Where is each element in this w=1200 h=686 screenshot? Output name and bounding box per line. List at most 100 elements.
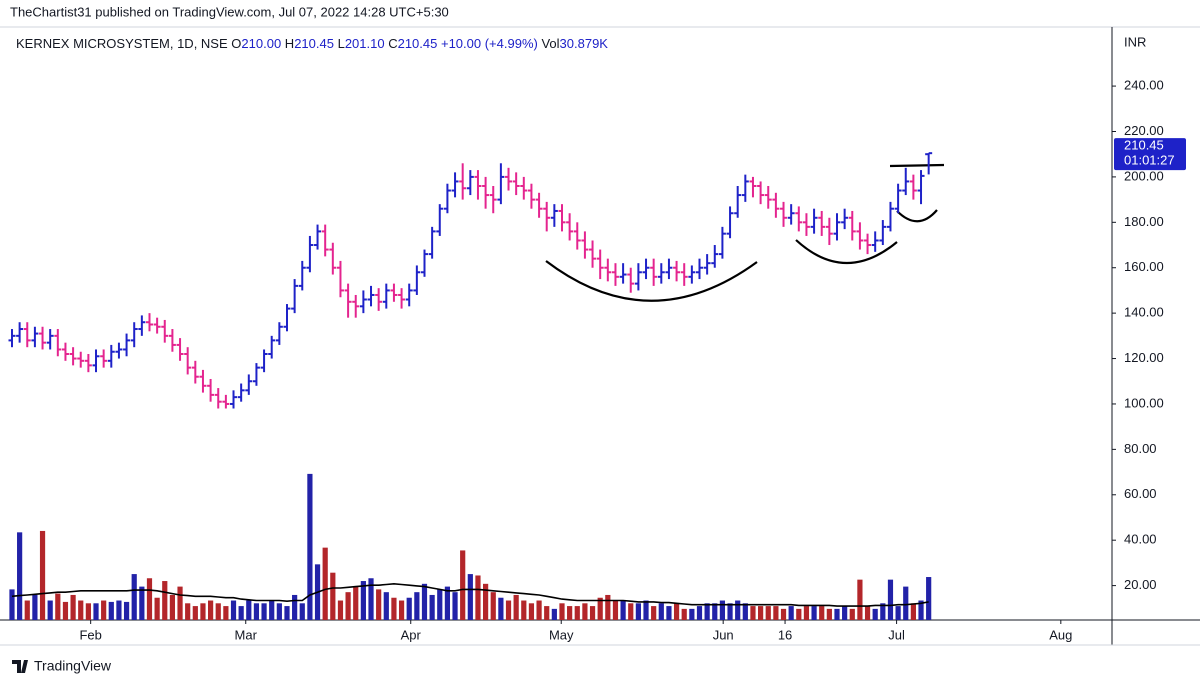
legend-text: KERNEX MICROSYSTEM, 1D, NSE O210.00 H210… <box>16 36 608 51</box>
volume-bar <box>154 597 160 620</box>
header-text: TheChartist31 published on TradingView.c… <box>10 4 449 19</box>
y-tick-label: 120.00 <box>1124 350 1164 365</box>
y-tick-label: 100.00 <box>1124 395 1164 410</box>
volume-bar <box>528 603 535 620</box>
volume-bar <box>230 600 237 620</box>
last-price-box <box>1114 138 1186 171</box>
volume-bar <box>24 600 30 620</box>
volume-bar <box>467 574 473 620</box>
volume-bar <box>353 586 359 620</box>
currency: INR <box>1124 34 1146 49</box>
cup-arc <box>795 239 898 265</box>
legend: KERNEX MICROSYSTEM, 1D, NSE O210.00 H210… <box>16 36 608 51</box>
volume-bar <box>826 608 832 620</box>
volume-bar <box>872 608 878 620</box>
volume-bar <box>139 586 145 620</box>
volume-bar <box>17 532 23 620</box>
volume-bar <box>460 550 466 620</box>
volume-bar <box>742 603 748 620</box>
volume-bar <box>605 594 611 620</box>
y-tick-label: 220.00 <box>1124 123 1164 138</box>
volume-bar <box>544 606 550 620</box>
volume-bar <box>696 606 703 620</box>
volume-bar <box>78 600 84 620</box>
volume-ma-line <box>11 582 929 607</box>
y-tick-label: 80.00 <box>1124 441 1157 456</box>
volume-bar <box>796 608 802 620</box>
volume-bar <box>513 594 519 620</box>
volume-bar <box>505 600 512 620</box>
volume-bar <box>857 579 863 620</box>
x-tick-label: Jun <box>713 627 734 642</box>
volume-bar <box>376 589 382 620</box>
volume-bar <box>421 583 428 620</box>
y-tick-label: 200.00 <box>1124 168 1164 183</box>
volume-bar <box>177 586 183 620</box>
x-tick-label: Feb <box>79 627 101 642</box>
volume-bar <box>169 594 176 620</box>
volume-bar <box>849 608 855 620</box>
volume-bar <box>414 592 420 620</box>
volume-bar <box>597 597 603 620</box>
volume-bar <box>658 603 664 620</box>
volume-bar <box>635 603 641 620</box>
volume-bar <box>32 594 38 620</box>
volume-bar <box>360 581 366 620</box>
volume-bar <box>887 579 894 620</box>
volume-bar <box>926 577 932 620</box>
volume-bar <box>681 608 687 620</box>
volume-bar <box>185 603 191 620</box>
volume-bar <box>559 603 565 620</box>
y-tick-label: 60.00 <box>1124 486 1157 501</box>
volume-bar <box>200 603 206 620</box>
cup-arc <box>545 260 758 302</box>
volume-bar <box>689 608 695 620</box>
y-tick-label: 40.00 <box>1124 532 1157 547</box>
volume-bar <box>307 473 313 620</box>
volume-bar <box>337 600 344 620</box>
cup-arc <box>896 209 938 223</box>
volume-bar <box>536 600 542 620</box>
volume-bar <box>589 606 596 620</box>
volume-bar <box>47 600 53 620</box>
volume-bar <box>765 606 771 620</box>
volume-bar <box>101 600 107 620</box>
volume-bar <box>292 594 298 620</box>
volume-bar <box>773 606 779 620</box>
footer-logo: TradingView <box>12 658 112 674</box>
volume-bar <box>811 606 817 620</box>
footer-brand: TradingView <box>34 658 112 674</box>
last-price-countdown: 01:01:27 <box>1124 153 1175 168</box>
volume-bar <box>261 603 267 620</box>
volume-bar <box>643 600 649 620</box>
volume-bar <box>780 608 787 620</box>
x-tick-label: 16 <box>778 627 792 642</box>
volume-bar <box>444 586 451 620</box>
volume-bar <box>475 575 481 620</box>
y-tick-label: 180.00 <box>1124 214 1164 229</box>
x-tick-label: Aug <box>1049 627 1072 642</box>
drawings <box>545 163 945 302</box>
volume-bar <box>345 592 351 620</box>
x-tick-label: Mar <box>235 627 258 642</box>
volume-bar <box>123 601 130 620</box>
volume-bar <box>612 600 619 620</box>
volume-bar <box>704 603 710 620</box>
volume-bar <box>368 578 374 620</box>
volume-bar <box>651 606 657 620</box>
volume-bar <box>55 593 61 620</box>
volume-bar <box>85 603 91 620</box>
volume-bar <box>70 594 76 620</box>
x-tick-label: Apr <box>401 627 422 642</box>
volume-bar <box>223 606 229 620</box>
volume-bar <box>490 592 496 620</box>
volume-bar <box>803 606 810 620</box>
y-tick-label: 140.00 <box>1124 305 1164 320</box>
volume-bar <box>238 606 244 620</box>
volume-bar <box>842 606 848 620</box>
volume-bar <box>398 600 405 620</box>
volume-bar <box>131 574 137 620</box>
volume-bar <box>93 603 99 620</box>
volume-bar <box>330 572 336 620</box>
